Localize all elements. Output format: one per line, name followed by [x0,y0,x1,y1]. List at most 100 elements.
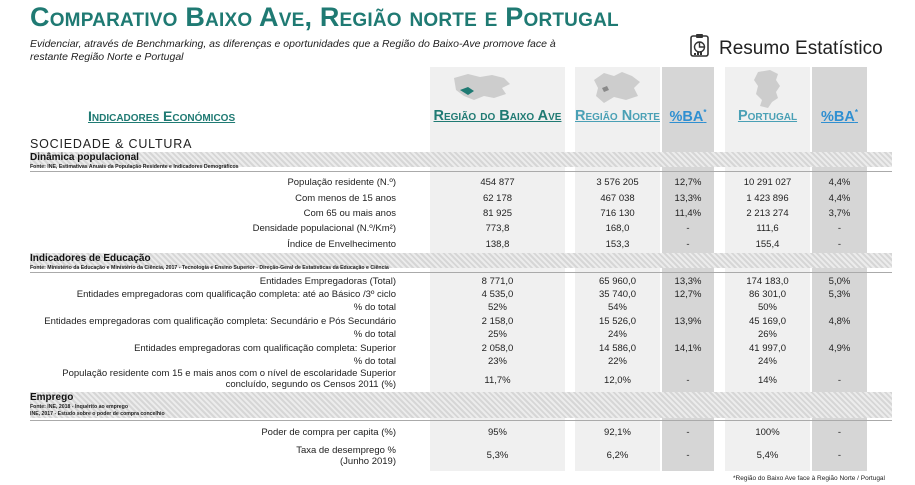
cell-baixo-ave: 11,7% [484,375,511,386]
cell-portugal: 10 291 027 [743,177,792,188]
cell-pct-ba-norte: - [686,239,690,250]
cell-pct-ba-norte: 13,3% [674,193,702,204]
cell-pct-ba-norte: 14,1% [674,343,702,354]
footnote: *Região do Baixo Ave face à Região Norte… [732,475,885,482]
cell-pct-ba-norte: 11,4% [674,208,702,219]
cell-regiao-norte: 168,0 [605,223,630,234]
regiao-norte-heading: Região Norte [575,108,660,124]
cell-regiao-norte: 3 576 205 [596,177,639,188]
cell-baixo-ave: 25% [487,329,507,340]
cell-baixo-ave: 2 158,0 [481,316,514,327]
group-band-edu [30,253,892,268]
row-label: Com 65 ou mais anos [303,208,396,219]
cell-baixo-ave: 773,8 [485,223,510,234]
cell-portugal: 111,6 [756,223,779,234]
page-title: Comparativo Baixo Ave, Região norte e Po… [30,2,619,32]
divider [30,272,892,273]
cell-baixo-ave: 138,8 [485,239,510,250]
portugal-map-image [754,70,780,108]
cell-pct-ba-norte: 12,7% [674,289,702,300]
cell-regiao-norte: 22% [607,356,627,367]
cell-baixo-ave: 81 925 [482,208,513,219]
report-icon [687,33,713,64]
cell-pct-ba-portugal: 3,7% [828,208,851,219]
row-label: Entidades Empregadoras (Total) [259,276,396,287]
cell-regiao-norte: 153,3 [605,239,630,250]
cell-regiao-norte: 24% [607,329,627,340]
group-title-edu: Indicadores de Educação [30,253,151,264]
row-label: População residente (N.º) [287,177,396,188]
cell-baixo-ave: 4 535,0 [481,289,514,300]
cell-regiao-norte: 65 960,0 [599,276,636,287]
cell-portugal: 155,4 [755,239,780,250]
cell-regiao-norte: 716 130 [600,208,635,219]
cell-regiao-norte: 14 586,0 [599,343,636,354]
cell-portugal: 100% [755,427,780,438]
row-label: % do total [353,356,396,367]
cell-pct-ba-portugal: - [837,450,842,461]
cell-portugal: 86 301,0 [749,289,786,300]
cell-baixo-ave: 23% [487,356,507,367]
cell-regiao-norte: 92,1% [604,427,631,438]
row-label: % do total [353,302,396,313]
group-title-demo: Dinâmica populacional [30,152,139,163]
cell-portugal: 14% [757,375,777,386]
cell-pct-ba-portugal: 4,8% [828,316,851,327]
cell-baixo-ave: 8 771,0 [481,276,514,287]
cell-pct-ba-portugal: - [837,239,842,250]
row-label: População residente com 15 e mais anos c… [62,368,396,379]
asterisk-1: * [703,108,707,117]
row-label: Entidades empregadoras com qualificação … [44,316,396,327]
group-source-demo: Fonte: INE, Estimativas Anuais da Popula… [30,164,239,170]
divider [30,171,892,172]
group-title-emp: Emprego [30,392,74,403]
row-label-continuation: concluído, segundo os Censos 2011 (%) [225,379,396,390]
baixo-ave-map-image [454,74,510,100]
group-source-emp-2: INE, 2017 - Estudo sobre o poder de comp… [30,411,165,417]
asterisk-2: * [854,108,858,117]
pct-ba-heading-2: %BA* [812,108,867,125]
cell-pct-ba-norte: - [686,450,690,461]
cell-regiao-norte: 467 038 [600,193,635,204]
cell-portugal: 45 169,0 [749,316,786,327]
cell-portugal: 26% [757,329,777,340]
cell-portugal: 5,4% [756,450,779,461]
row-label: Poder de compra per capita (%) [261,427,396,438]
cell-portugal: 1 423 896 [746,193,789,204]
cell-pct-ba-norte: - [686,223,690,234]
row-label: Índice de Envelhecimento [287,239,396,250]
cell-portugal: 50% [757,302,777,313]
cell-pct-ba-norte: - [686,427,690,438]
indicators-heading: Indicadores Económicos [88,108,236,124]
regiao-norte-map-image [594,72,640,103]
group-band-demo [30,152,892,167]
pct-ba-heading-1: %BA* [662,108,714,125]
portugal-heading: Portugal [737,108,798,124]
cell-regiao-norte: 6,2% [606,450,629,461]
group-band-emp [30,392,892,418]
cell-pct-ba-portugal: 4,4% [828,177,851,188]
cell-pct-ba-portugal: - [837,427,842,438]
cell-pct-ba-norte: 13,9% [674,316,702,327]
cell-baixo-ave: 52% [487,302,507,313]
cell-regiao-norte: 15 526,0 [599,316,636,327]
cell-portugal: 24% [757,356,777,367]
cell-portugal: 41 997,0 [749,343,786,354]
pct-ba-label-1: %BA [669,108,704,125]
cell-pct-ba-norte: 12,7% [674,177,702,188]
row-label: % do total [353,329,396,340]
row-label-continuation: (Junho 2019) [340,456,396,467]
brand: Resumo Estatístico [687,33,883,64]
cell-baixo-ave: 95% [487,427,507,438]
cell-baixo-ave: 62 178 [482,193,513,204]
row-label: Entidades empregadoras com qualificação … [134,343,396,354]
cell-pct-ba-portugal: - [837,223,842,234]
group-source-emp-1: Fonte: INE, 2018 - Inquérito ao emprego [30,404,129,410]
cell-pct-ba-portugal: 4,4% [828,193,851,204]
row-label: Com menos de 15 anos [295,193,396,204]
cell-regiao-norte: 54% [607,302,627,313]
cell-pct-ba-portugal: - [837,375,842,386]
cell-portugal: 174 183,0 [746,276,789,287]
row-label: Entidades empregadoras com qualificação … [76,289,396,300]
brand-label: Resumo Estatístico [719,37,883,59]
